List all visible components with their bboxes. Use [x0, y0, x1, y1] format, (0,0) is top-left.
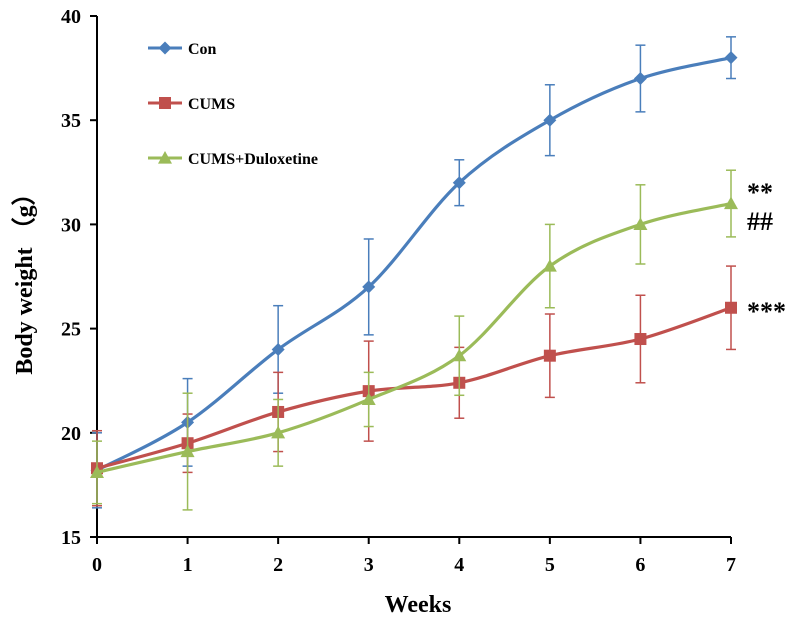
- data-point: [361, 392, 376, 406]
- series-line: [96, 306, 732, 470]
- y-axis-title: Body weight （g）: [11, 181, 38, 374]
- annotations: **## ***: [747, 178, 786, 326]
- data-point: [724, 196, 738, 210]
- legend-swatch-marker: [158, 151, 172, 164]
- data-point: [362, 280, 376, 294]
- x-tick-label: 2: [273, 554, 283, 576]
- x-tick-label: 1: [183, 554, 193, 576]
- x-tick-label: 5: [545, 554, 555, 576]
- significance-label: **: [747, 178, 773, 207]
- data-point: [725, 301, 737, 314]
- y-tick-label: 20: [61, 423, 81, 445]
- x-tick-label: 6: [635, 554, 645, 576]
- data-point: [724, 51, 738, 65]
- legend-item: CUMS+Duloxetine: [148, 151, 318, 168]
- legend-label: Con: [188, 41, 217, 58]
- x-tick-label: 3: [364, 554, 374, 576]
- data-point: [271, 342, 285, 356]
- legend-label: CUMS: [188, 96, 235, 113]
- legend: Con CUMS CUMS+Duloxetine: [148, 41, 318, 168]
- legend-item: CUMS: [148, 96, 235, 113]
- data-point: [542, 259, 557, 272]
- data-point: [543, 349, 556, 362]
- y-tick-label: 40: [61, 6, 81, 28]
- data-point: [634, 333, 647, 346]
- y-tick-label: 35: [61, 110, 81, 132]
- data-point: [543, 113, 557, 127]
- data-point: [180, 444, 195, 458]
- data-point: [452, 348, 467, 362]
- significance-label: ##: [747, 207, 773, 236]
- series-line: [96, 202, 732, 474]
- legend-swatch-marker: [159, 97, 171, 109]
- legend-label: CUMS+Duloxetine: [188, 151, 318, 168]
- series-cums: [91, 265, 737, 507]
- series-cums-duloxetine: [90, 169, 738, 511]
- axes: 15 20 25 30 35 40 0 1 2 3 4 5 6 7: [61, 6, 736, 576]
- data-point: [271, 425, 286, 439]
- y-tick-label: 30: [61, 214, 81, 236]
- data-point: [452, 176, 466, 190]
- series-layer: [90, 36, 738, 511]
- x-axis-title: Weeks: [385, 592, 452, 618]
- x-tick-label: 4: [454, 554, 464, 576]
- data-point: [90, 465, 104, 478]
- legend-item: Con: [148, 41, 217, 58]
- significance-label: ***: [747, 297, 786, 326]
- series-line: [96, 56, 732, 472]
- data-point: [633, 217, 648, 230]
- x-tick-label: 0: [92, 554, 102, 576]
- legend-swatch-marker: [158, 41, 172, 55]
- data-point: [633, 72, 647, 86]
- y-tick-label: 15: [61, 527, 81, 549]
- y-tick-label: 25: [61, 319, 81, 341]
- x-tick-label: 7: [726, 554, 736, 576]
